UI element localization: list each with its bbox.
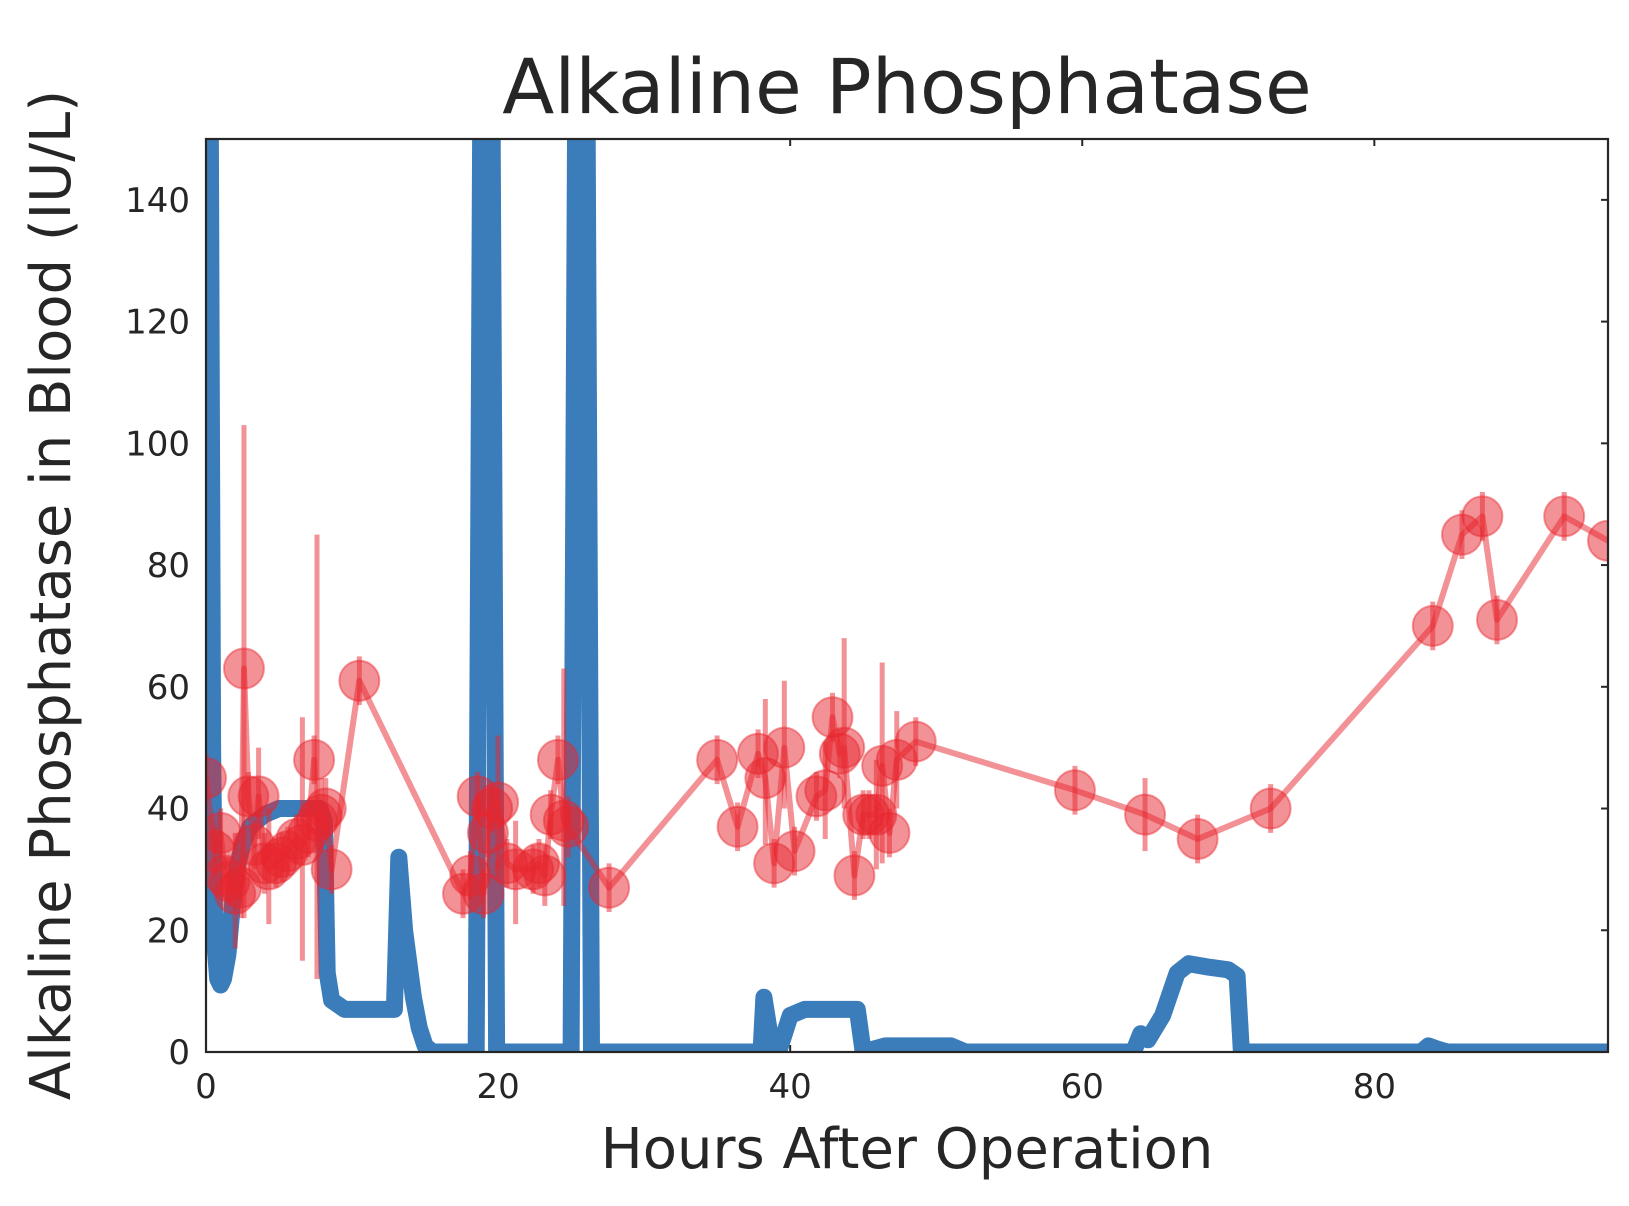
data-point: [716, 805, 759, 848]
data-point: [304, 787, 347, 830]
data-point: [1476, 598, 1519, 641]
x-tick-label: 40: [769, 1067, 812, 1107]
data-point: [338, 659, 381, 702]
y-tick-label: 40: [147, 790, 190, 830]
x-axis-ticks: 0 20 40 60 80: [195, 139, 1396, 1107]
y-tick-label: 100: [125, 424, 190, 464]
data-point: [237, 775, 280, 818]
data-point: [536, 738, 579, 781]
data-point: [293, 738, 336, 781]
data-point: [588, 866, 631, 909]
x-tick-label: 20: [476, 1067, 519, 1107]
data-point: [763, 726, 806, 769]
data-point: [310, 848, 353, 891]
data-point: [1543, 495, 1586, 538]
data-point: [1053, 769, 1096, 812]
plot-frame: [204, 137, 1610, 1054]
x-axis-label: Hours After Operation: [601, 1117, 1214, 1182]
data-point: [1249, 787, 1292, 830]
data-point: [462, 872, 505, 915]
y-tick-label: 0: [168, 1033, 190, 1073]
data-point: [696, 738, 739, 781]
data-point: [894, 720, 937, 763]
data-point: [868, 811, 911, 854]
data-point: [547, 805, 590, 848]
data-point: [773, 830, 816, 873]
y-tick-label: 80: [147, 546, 190, 586]
x-tick-label: 0: [195, 1067, 217, 1107]
y-tick-label: 120: [125, 303, 190, 343]
data-point: [1461, 495, 1504, 538]
x-tick-label: 60: [1061, 1067, 1104, 1107]
chart-title: Alkaline Phosphatase: [502, 42, 1311, 131]
data-point: [1587, 519, 1608, 562]
data-point: [1124, 793, 1167, 836]
data-point: [1411, 604, 1454, 647]
plot-area: [206, 139, 1608, 1052]
x-tick-label: 80: [1353, 1067, 1396, 1107]
data-point: [823, 726, 866, 769]
y-tick-label: 20: [147, 911, 190, 951]
data-point: [222, 647, 265, 690]
data-point: [523, 854, 566, 897]
data-point: [1176, 817, 1219, 860]
data-point: [833, 854, 876, 897]
data-point: [206, 757, 227, 800]
observed-series: [206, 425, 1608, 979]
y-tick-label: 60: [147, 668, 190, 708]
y-tick-label: 140: [125, 181, 190, 221]
data-point: [477, 781, 520, 824]
y-axis-label: Alkaline Phosphatase in Blood (IU/L): [19, 90, 84, 1100]
data-point: [744, 757, 787, 800]
data-point: [804, 769, 847, 812]
y-axis-ticks: 0 20 40 60 80 100 120 140: [125, 181, 1608, 1073]
